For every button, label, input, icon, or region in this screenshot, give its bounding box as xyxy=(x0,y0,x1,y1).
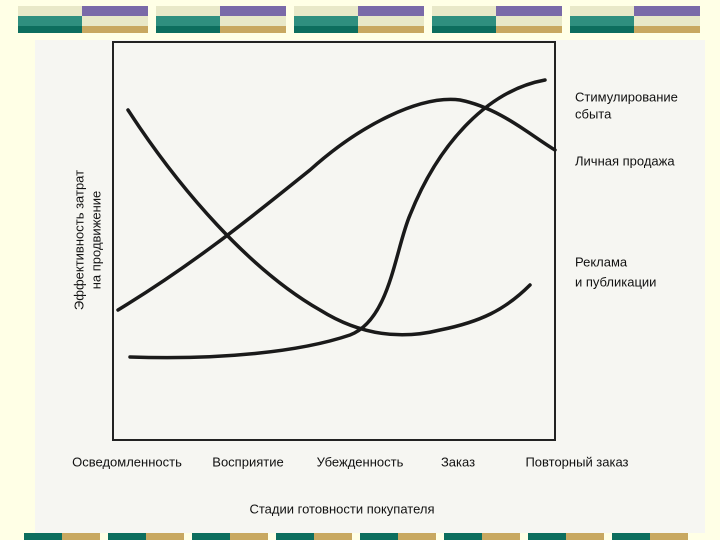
scan-area xyxy=(35,40,705,533)
y-axis-label: на продвижение xyxy=(88,191,103,290)
curve-label: сбыта xyxy=(575,106,612,121)
curve-label: Реклама xyxy=(575,254,628,269)
stage-label: Заказ xyxy=(441,454,475,469)
stage-label: Повторный заказ xyxy=(525,454,628,469)
top-decoration xyxy=(18,6,700,33)
advertising-curve xyxy=(126,108,532,337)
curve-label: Стимулирование xyxy=(575,89,678,104)
x-axis-title: Стадии готовности покупателя xyxy=(249,501,434,516)
y-axis-label: Эффективность затрат xyxy=(71,170,86,310)
curve-label: Личная продажа xyxy=(575,153,675,168)
bottom-decoration xyxy=(24,533,688,540)
stage-label: Восприятие xyxy=(212,454,283,469)
stage-label: Осведомленность xyxy=(72,454,182,469)
stage-label: Убежденность xyxy=(317,454,404,469)
plot-frame xyxy=(112,41,556,441)
curve-label: и публикации xyxy=(575,274,656,289)
sales-promotion-curve xyxy=(128,78,547,360)
personal-selling-curve xyxy=(116,97,557,312)
